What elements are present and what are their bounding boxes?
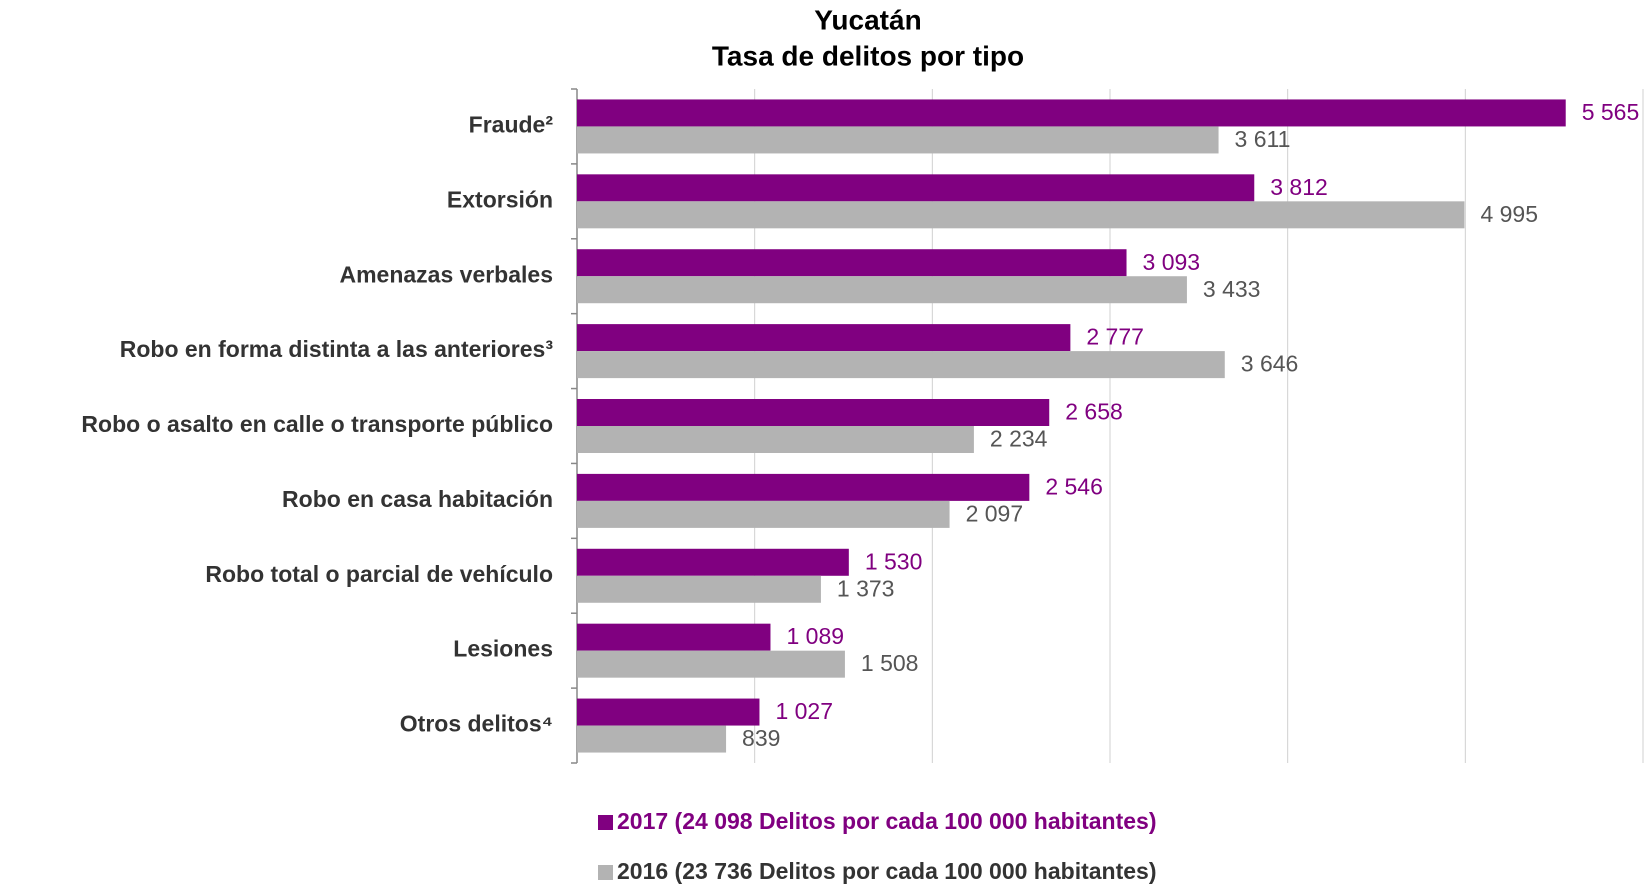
bar (577, 99, 1566, 127)
data-label: 839 (742, 725, 780, 751)
chart-title: Yucatán (814, 4, 921, 35)
y-tick-label: Fraude² (469, 112, 554, 138)
data-label: 5 565 (1582, 99, 1640, 125)
data-label: 2 234 (990, 426, 1048, 452)
legend-label: 2017 (24 098 Delitos por cada 100 000 ha… (617, 808, 1157, 834)
y-tick-label: Extorsión (447, 186, 553, 212)
bar (577, 575, 821, 603)
bar (577, 725, 727, 753)
bar (577, 324, 1071, 352)
data-label: 3 812 (1270, 174, 1328, 200)
bar (577, 249, 1127, 277)
data-label: 1 530 (865, 548, 923, 574)
data-label: 1 373 (837, 575, 895, 601)
data-label: 3 611 (1235, 126, 1291, 152)
y-tick-label: Robo en forma distinta a las anteriores³ (120, 336, 554, 362)
data-label: 2 658 (1065, 399, 1123, 425)
data-label: 2 777 (1086, 324, 1144, 350)
data-label: 3 433 (1203, 276, 1261, 302)
y-tick-label: Robo o asalto en calle o transporte públ… (81, 411, 553, 437)
data-label: 3 646 (1241, 351, 1299, 377)
bar (577, 201, 1465, 229)
bar (577, 276, 1187, 304)
y-tick-label: Amenazas verbales (339, 261, 553, 287)
legend-label: 2016 (23 736 Delitos por cada 100 000 ha… (617, 858, 1157, 884)
bar (577, 174, 1255, 202)
y-tick-label: Robo total o parcial de vehículo (205, 561, 553, 587)
bar (577, 426, 974, 453)
bar (577, 399, 1050, 426)
y-tick-label: Robo en casa habitación (282, 486, 553, 512)
data-label: 2 546 (1045, 473, 1103, 499)
legend-swatch (598, 865, 613, 880)
data-label: 2 097 (966, 500, 1024, 526)
bar (577, 548, 849, 576)
data-label: 1 027 (775, 698, 833, 724)
data-label: 4 995 (1480, 201, 1538, 227)
y-tick-label: Otros delitos⁴ (400, 711, 553, 737)
chart-subtitle: Tasa de delitos por tipo (712, 40, 1024, 71)
bar (577, 623, 771, 651)
bar (577, 698, 760, 726)
bar (577, 500, 950, 528)
data-label: 3 093 (1143, 249, 1201, 275)
data-label: 1 508 (861, 650, 919, 676)
bar (577, 351, 1225, 379)
bar (577, 126, 1219, 154)
data-label: 1 089 (786, 623, 844, 649)
bar (577, 650, 845, 678)
bar (577, 473, 1030, 501)
legend-swatch (598, 815, 613, 830)
y-tick-label: Lesiones (453, 636, 553, 662)
